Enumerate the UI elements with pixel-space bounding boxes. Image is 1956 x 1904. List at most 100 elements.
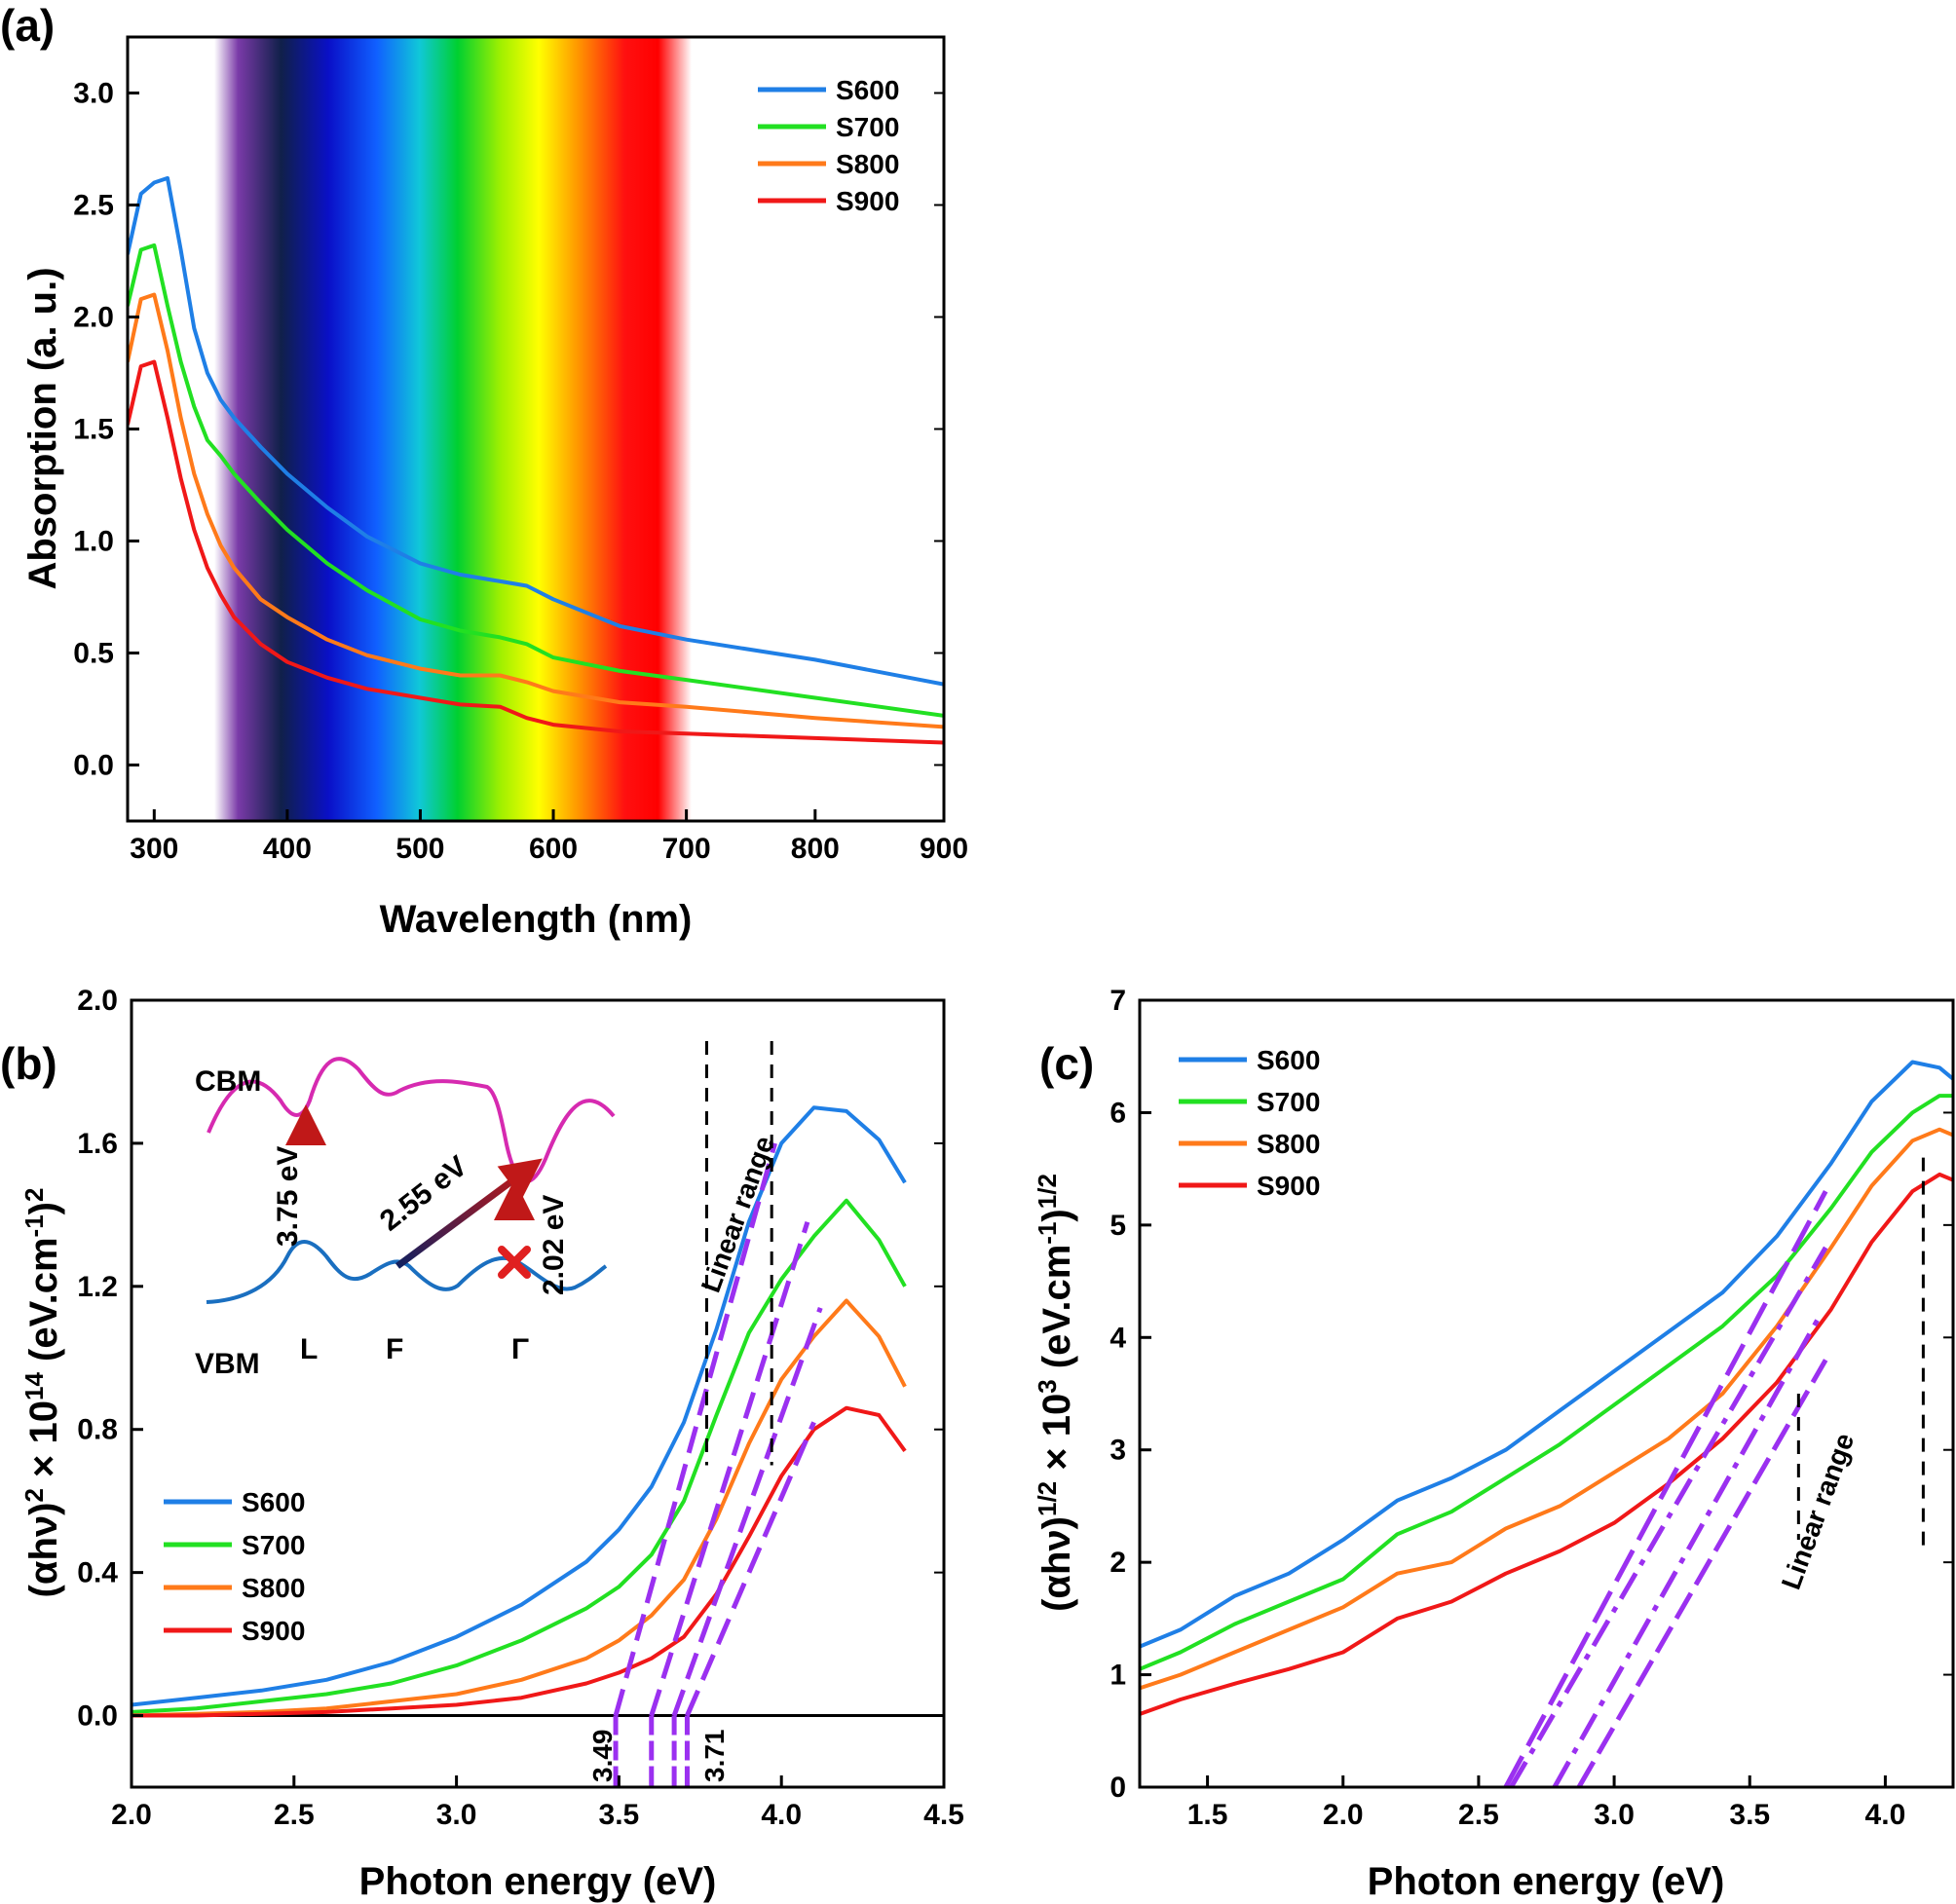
series-line-s900 <box>128 359 944 745</box>
y-tick-label: 2.0 <box>73 302 114 334</box>
panel-b-y-ticks: 0.0 0.4 0.8 1.2 1.6 2.0 <box>77 985 944 1733</box>
transition-label-3-75: 3.75 eV <box>272 1146 304 1247</box>
series-line-s600 <box>132 1105 907 1707</box>
panel-a-x-axis-title: Wavelength (nm) <box>380 898 693 941</box>
legend-label-s700: S700 <box>836 112 899 142</box>
y-tick-label: 2.5 <box>73 190 114 222</box>
series-line-s600 <box>1140 1060 1953 1649</box>
series-line-s700 <box>132 1198 907 1714</box>
x-tick-label: 3.0 <box>436 1799 477 1831</box>
panel-a-y-axis-title: Absorption (a. u.) <box>21 267 64 589</box>
legend-label-s800: S800 <box>242 1573 305 1603</box>
panel-c-linear-range-label: Linear range <box>1776 1429 1861 1593</box>
fit-line-s800 <box>671 1307 823 1717</box>
vbm-curve <box>206 1240 608 1304</box>
transition-label-2-02: 2.02 eV <box>538 1195 570 1295</box>
visible-spectrum-band <box>214 37 692 821</box>
panel-b-plot-area <box>132 1041 944 1787</box>
x-tick-label: 800 <box>791 833 840 865</box>
legend-label-s600: S600 <box>836 75 899 105</box>
x-tick-label: 3.0 <box>1594 1799 1635 1831</box>
series-line-s700 <box>128 243 944 718</box>
y-tick-label: 1.2 <box>77 1271 118 1303</box>
y-tick-label: 0.5 <box>73 638 114 670</box>
panel-b-intercept-label-high: 3.71 <box>699 1730 730 1783</box>
panel-b-x-axis-title: Photon energy (eV) <box>359 1860 717 1903</box>
panel-c: 1.5 2.0 2.5 3.0 3.5 4.0 0 1 2 3 4 5 6 7 (c) Photon e… <box>1033 985 1955 1903</box>
x-tick-label: 900 <box>920 833 968 865</box>
y-tick-label: 0.8 <box>77 1414 118 1446</box>
x-tick-label: 300 <box>130 833 178 865</box>
panel-a: 300 400 500 600 700 800 900 0.0 0.5 1.0 1.5 2.0 2.5… <box>0 0 968 941</box>
x-tick-label: 2.5 <box>274 1799 315 1831</box>
y-tick-label: 2 <box>1110 1547 1126 1579</box>
legend-label-s900: S900 <box>1257 1171 1320 1201</box>
y-tick-label: 7 <box>1110 985 1126 1017</box>
panel-a-legend: S600 S700 S800 S900 <box>758 75 899 216</box>
series-line-s700 <box>1140 1094 1953 1671</box>
x-tick-label: 500 <box>395 833 444 865</box>
x-tick-label: 2.0 <box>111 1799 152 1831</box>
fit-line-s700 <box>1509 1246 1828 1787</box>
legend-label-s700: S700 <box>242 1530 305 1560</box>
y-tick-label: 5 <box>1110 1210 1126 1242</box>
x-tick-label: 3.5 <box>599 1799 640 1831</box>
panel-c-label: (c) <box>1039 1038 1094 1089</box>
cbm-label: CBM <box>195 1065 261 1098</box>
forbidden-cross-icon <box>498 1246 531 1279</box>
y-tick-label: 2.0 <box>77 985 118 1017</box>
cbm-curve <box>207 1057 616 1183</box>
panel-c-x-axis-title: Photon energy (eV) <box>1368 1860 1725 1903</box>
panel-b: 2.0 2.5 3.0 3.5 4.0 4.5 0.0 0.4 0.8 1.2 1.6 2.0 (b… <box>0 985 964 1903</box>
panel-b-y-axis-title: (αhν)2 × 1014 (eV.cm-1)2 <box>19 1188 65 1598</box>
x-tick-label: 4.0 <box>761 1799 802 1831</box>
x-tick-label: 700 <box>662 833 711 865</box>
legend-label-s800: S800 <box>1257 1129 1320 1159</box>
legend-label-s800: S800 <box>836 149 899 179</box>
y-tick-label: 3 <box>1110 1435 1126 1467</box>
k-point-l-label: L <box>300 1333 318 1365</box>
series-line-s800 <box>132 1298 907 1718</box>
panel-a-x-ticks: 300 400 500 600 700 800 900 <box>130 809 968 865</box>
y-tick-label: 3.0 <box>73 78 114 110</box>
series-line-s800 <box>1140 1127 1953 1691</box>
y-tick-label: 0.4 <box>77 1557 118 1589</box>
y-tick-label: 4 <box>1110 1322 1126 1354</box>
panel-c-y-axis-title: (αhν)1/2 × 103 (eV.cm-1)1/2 <box>1033 1174 1078 1612</box>
panel-a-y-ticks: 0.0 0.5 1.0 1.5 2.0 2.5 3.0 <box>73 78 944 782</box>
y-tick-label: 6 <box>1110 1097 1126 1129</box>
panel-c-x-ticks: 1.5 2.0 2.5 3.0 3.5 4.0 <box>1187 1775 1906 1831</box>
y-tick-label: 1 <box>1110 1660 1126 1692</box>
x-tick-label: 2.5 <box>1458 1799 1499 1831</box>
y-tick-label: 1.5 <box>73 414 114 446</box>
vbm-label: VBM <box>195 1348 260 1380</box>
series-line-s900 <box>132 1405 907 1718</box>
x-tick-label: 400 <box>263 833 312 865</box>
series-line-s900 <box>1140 1172 1953 1716</box>
panel-c-plot-area <box>1140 1060 1953 1787</box>
panel-b-intercept-label-low: 3.49 <box>587 1730 618 1783</box>
panel-c-legend: S600 S700 S800 S900 <box>1179 1045 1320 1201</box>
y-tick-label: 1.0 <box>73 526 114 558</box>
series-line-s800 <box>128 292 944 729</box>
fit-line-s600 <box>1503 1190 1828 1787</box>
x-tick-label: 4.0 <box>1865 1799 1906 1831</box>
y-tick-label: 0 <box>1110 1772 1126 1804</box>
panel-a-label: (a) <box>0 0 55 51</box>
k-point-gamma-label: Γ <box>511 1333 529 1365</box>
panel-b-x-ticks: 2.0 2.5 3.0 3.5 4.0 4.5 <box>111 1775 964 1831</box>
fit-line-s700 <box>649 1220 810 1717</box>
panel-a-plot-area <box>128 175 944 745</box>
x-tick-label: 4.5 <box>923 1799 964 1831</box>
fit-line-s600 <box>613 1142 777 1717</box>
series-line-s600 <box>128 175 944 687</box>
panel-b-legend: S600 S700 S800 S900 <box>164 1487 305 1646</box>
panel-b-label: (b) <box>0 1038 57 1089</box>
legend-label-s900: S900 <box>836 186 899 216</box>
panel-c-frame <box>1138 998 1955 1789</box>
y-tick-label: 0.0 <box>73 750 114 782</box>
fit-line-s900 <box>1576 1359 1828 1787</box>
y-tick-label: 1.6 <box>77 1128 118 1160</box>
legend-label-s600: S600 <box>1257 1045 1320 1075</box>
